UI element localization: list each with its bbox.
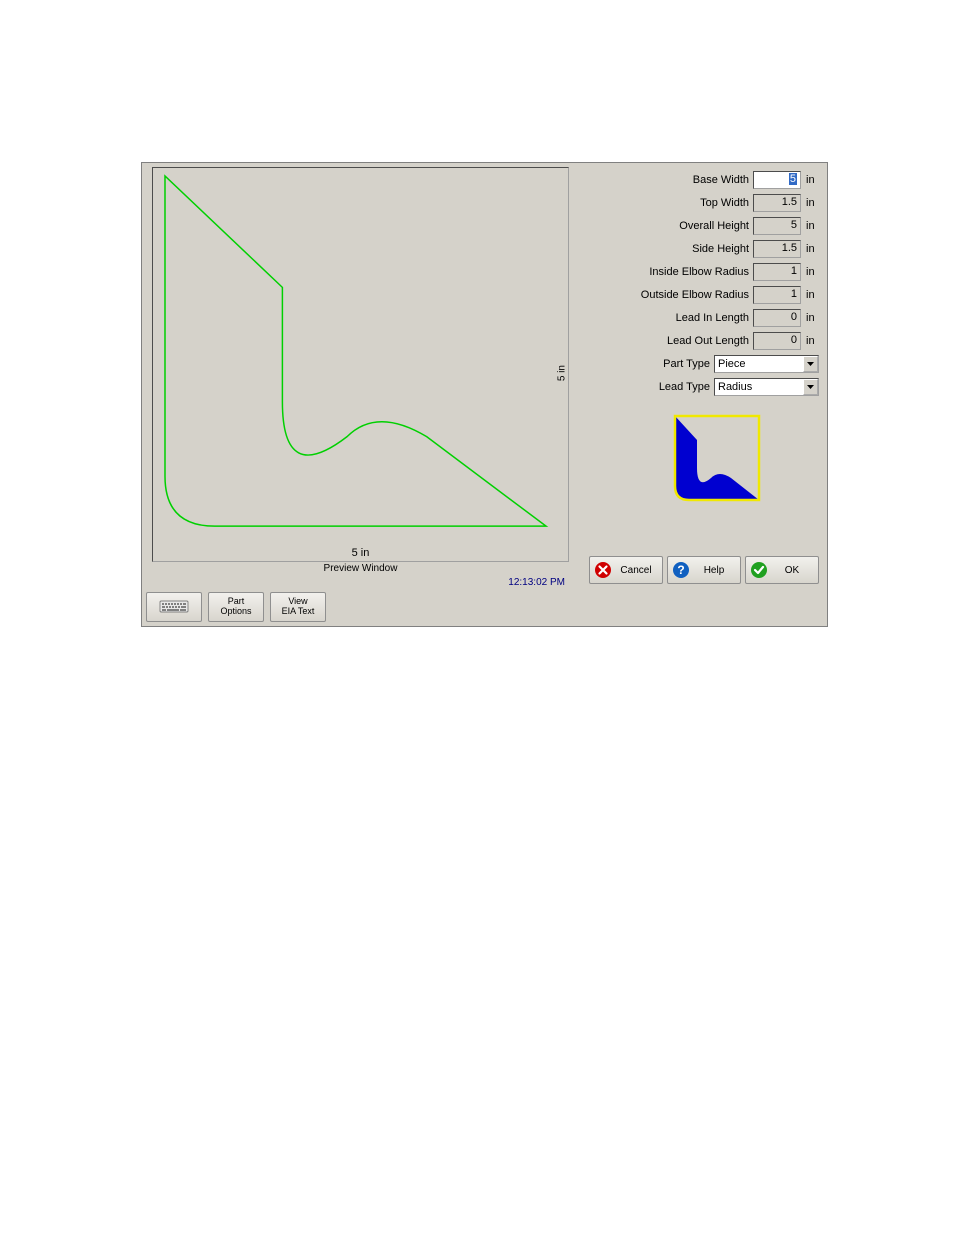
side-height-input[interactable]: 1.5: [753, 240, 801, 258]
view-eia-button[interactable]: View EIA Text: [270, 592, 326, 622]
bottom-button-bar: Part Options View EIA Text: [146, 592, 326, 622]
keyboard-icon: [159, 598, 189, 617]
lead-type-select[interactable]: Radius: [714, 378, 819, 396]
part-options-button[interactable]: Part Options: [208, 592, 264, 622]
param-inside-elbow-radius: Inside Elbow Radius 1 in: [569, 261, 819, 282]
lead-out-label: Lead Out Length: [569, 335, 753, 347]
shape-editor-window: 5 in 5 in Preview Window 12:13:02 PM Bas…: [141, 162, 828, 627]
chevron-down-icon: [803, 356, 818, 372]
ok-label: OK: [770, 565, 814, 576]
in-radius-unit: in: [801, 266, 819, 278]
param-outside-elbow-radius: Outside Elbow Radius 1 in: [569, 284, 819, 305]
overall-height-unit: in: [801, 220, 819, 232]
chevron-down-icon: [803, 379, 818, 395]
dimension-height-label: 5 in: [557, 365, 568, 381]
param-lead-out: Lead Out Length 0 in: [569, 330, 819, 351]
shape-preview-svg: [153, 168, 568, 561]
param-base-width: Base Width 5 in: [569, 169, 819, 190]
ok-icon: [750, 561, 768, 579]
lead-in-input[interactable]: 0: [753, 309, 801, 327]
part-type-select[interactable]: Piece: [714, 355, 819, 373]
side-height-unit: in: [801, 243, 819, 255]
param-overall-height: Overall Height 5 in: [569, 215, 819, 236]
param-lead-type: Lead Type Radius: [569, 376, 819, 397]
cancel-icon: [594, 561, 612, 579]
dialog-button-bar: Cancel ? Help OK: [589, 556, 819, 584]
svg-text:?: ?: [677, 563, 684, 577]
preview-window-caption: Preview Window: [152, 563, 569, 574]
help-button[interactable]: ? Help: [667, 556, 741, 584]
preview-pane: 5 in 5 in: [152, 167, 569, 562]
in-radius-input[interactable]: 1: [753, 263, 801, 281]
view-eia-line2: EIA Text: [282, 607, 315, 617]
help-label: Help: [692, 565, 736, 576]
help-icon: ?: [672, 561, 690, 579]
lead-type-value: Radius: [715, 381, 803, 393]
keyboard-button[interactable]: [146, 592, 202, 622]
part-type-value: Piece: [715, 358, 803, 370]
ok-button[interactable]: OK: [745, 556, 819, 584]
lead-out-unit: in: [801, 335, 819, 347]
cancel-button[interactable]: Cancel: [589, 556, 663, 584]
out-radius-input[interactable]: 1: [753, 286, 801, 304]
overall-height-label: Overall Height: [569, 220, 753, 232]
lead-type-label: Lead Type: [569, 381, 714, 393]
overall-height-input[interactable]: 5: [753, 217, 801, 235]
thumb-fill: [675, 416, 759, 500]
out-radius-unit: in: [801, 289, 819, 301]
top-width-label: Top Width: [569, 197, 753, 209]
top-width-unit: in: [801, 197, 819, 209]
lead-in-label: Lead In Length: [569, 312, 753, 324]
base-width-input[interactable]: 5: [753, 171, 801, 189]
out-radius-label: Outside Elbow Radius: [569, 289, 753, 301]
lead-out-input[interactable]: 0: [753, 332, 801, 350]
base-width-unit: in: [801, 174, 819, 186]
side-height-label: Side Height: [569, 243, 753, 255]
parameter-panel: Base Width 5 in Top Width 1.5 in Overall…: [569, 169, 819, 399]
cancel-label: Cancel: [614, 565, 658, 576]
dimension-width-label: 5 in: [153, 547, 568, 559]
param-side-height: Side Height 1.5 in: [569, 238, 819, 259]
part-type-label: Part Type: [569, 358, 714, 370]
timestamp-label: 12:13:02 PM: [152, 577, 569, 588]
shape-outline: [165, 176, 546, 526]
base-width-label: Base Width: [569, 174, 753, 186]
in-radius-label: Inside Elbow Radius: [569, 266, 753, 278]
param-top-width: Top Width 1.5 in: [569, 192, 819, 213]
param-lead-in: Lead In Length 0 in: [569, 307, 819, 328]
param-part-type: Part Type Piece: [569, 353, 819, 374]
shape-thumbnail: [667, 408, 767, 508]
lead-in-unit: in: [801, 312, 819, 324]
part-options-line2: Options: [220, 607, 251, 617]
top-width-input[interactable]: 1.5: [753, 194, 801, 212]
